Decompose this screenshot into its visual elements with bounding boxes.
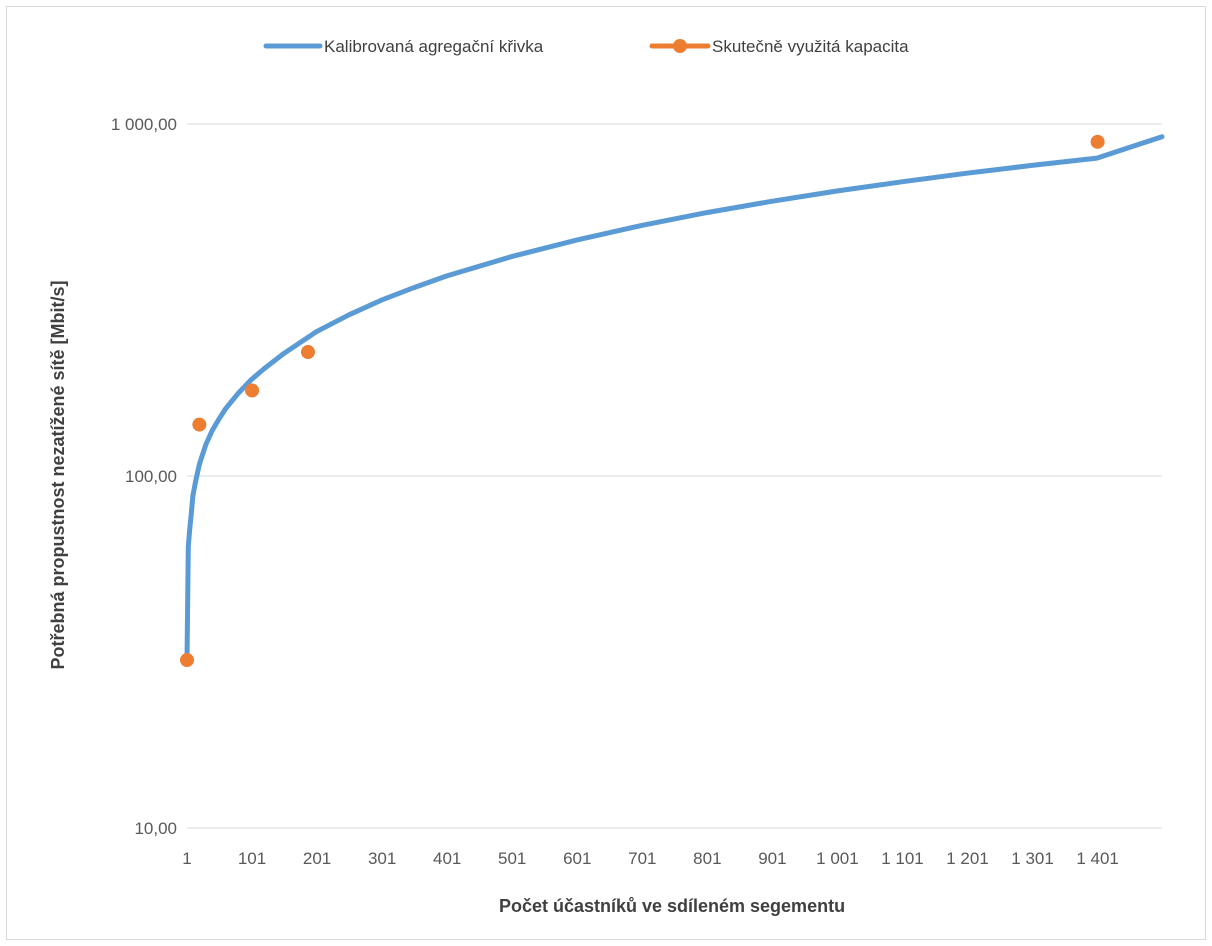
legend-label-skutecne: Skutečně využitá kapacita <box>712 37 909 56</box>
y-tick-label: 1 000,00 <box>111 115 177 134</box>
data-point-skutecne <box>300 345 315 360</box>
x-tick-label: 801 <box>693 849 721 868</box>
x-tick-label: 1 201 <box>946 849 989 868</box>
x-tick-label: 301 <box>368 849 396 868</box>
x-tick-label: 1 <box>182 849 191 868</box>
chart-frame <box>6 6 1206 940</box>
y-tick-label: 10,00 <box>134 819 177 838</box>
x-tick-label: 1 401 <box>1076 849 1119 868</box>
x-tick-label: 601 <box>563 849 591 868</box>
y-tick-label: 100,00 <box>125 467 177 486</box>
x-tick-label: 1 301 <box>1011 849 1054 868</box>
data-point-skutecne <box>180 653 194 668</box>
x-tick-label: 701 <box>628 849 656 868</box>
data-point-skutecne <box>192 417 207 432</box>
x-tick-label: 1 101 <box>881 849 924 868</box>
y-axis-title: Potřebná propustnost nezatížené sítě [Mb… <box>48 280 68 669</box>
series-line-kalibrovana <box>184 134 1165 663</box>
axis-layer: 10,00 100,00 1 000,00 1 101 201 301 401 501 601 70… <box>111 115 1119 868</box>
series-layer <box>180 134 1165 668</box>
x-tick-label: 101 <box>238 849 266 868</box>
legend: Kalibrovaná agregační křivka Skutečně vyu… <box>263 37 909 56</box>
x-tick-label: 901 <box>758 849 786 868</box>
legend-label-kalibrovana: Kalibrovaná agregační křivka <box>324 37 544 56</box>
data-point-skutecne <box>245 383 260 398</box>
x-axis-title: Počet účastníků ve sdíleném segementu <box>499 896 845 916</box>
legend-marker-skutecne <box>673 39 687 53</box>
x-tick-label: 201 <box>303 849 331 868</box>
x-tick-label: 401 <box>433 849 461 868</box>
x-tick-label: 501 <box>498 849 526 868</box>
data-point-skutecne <box>1090 134 1105 149</box>
grid-layer <box>187 123 1162 829</box>
x-tick-label: 1 001 <box>816 849 859 868</box>
